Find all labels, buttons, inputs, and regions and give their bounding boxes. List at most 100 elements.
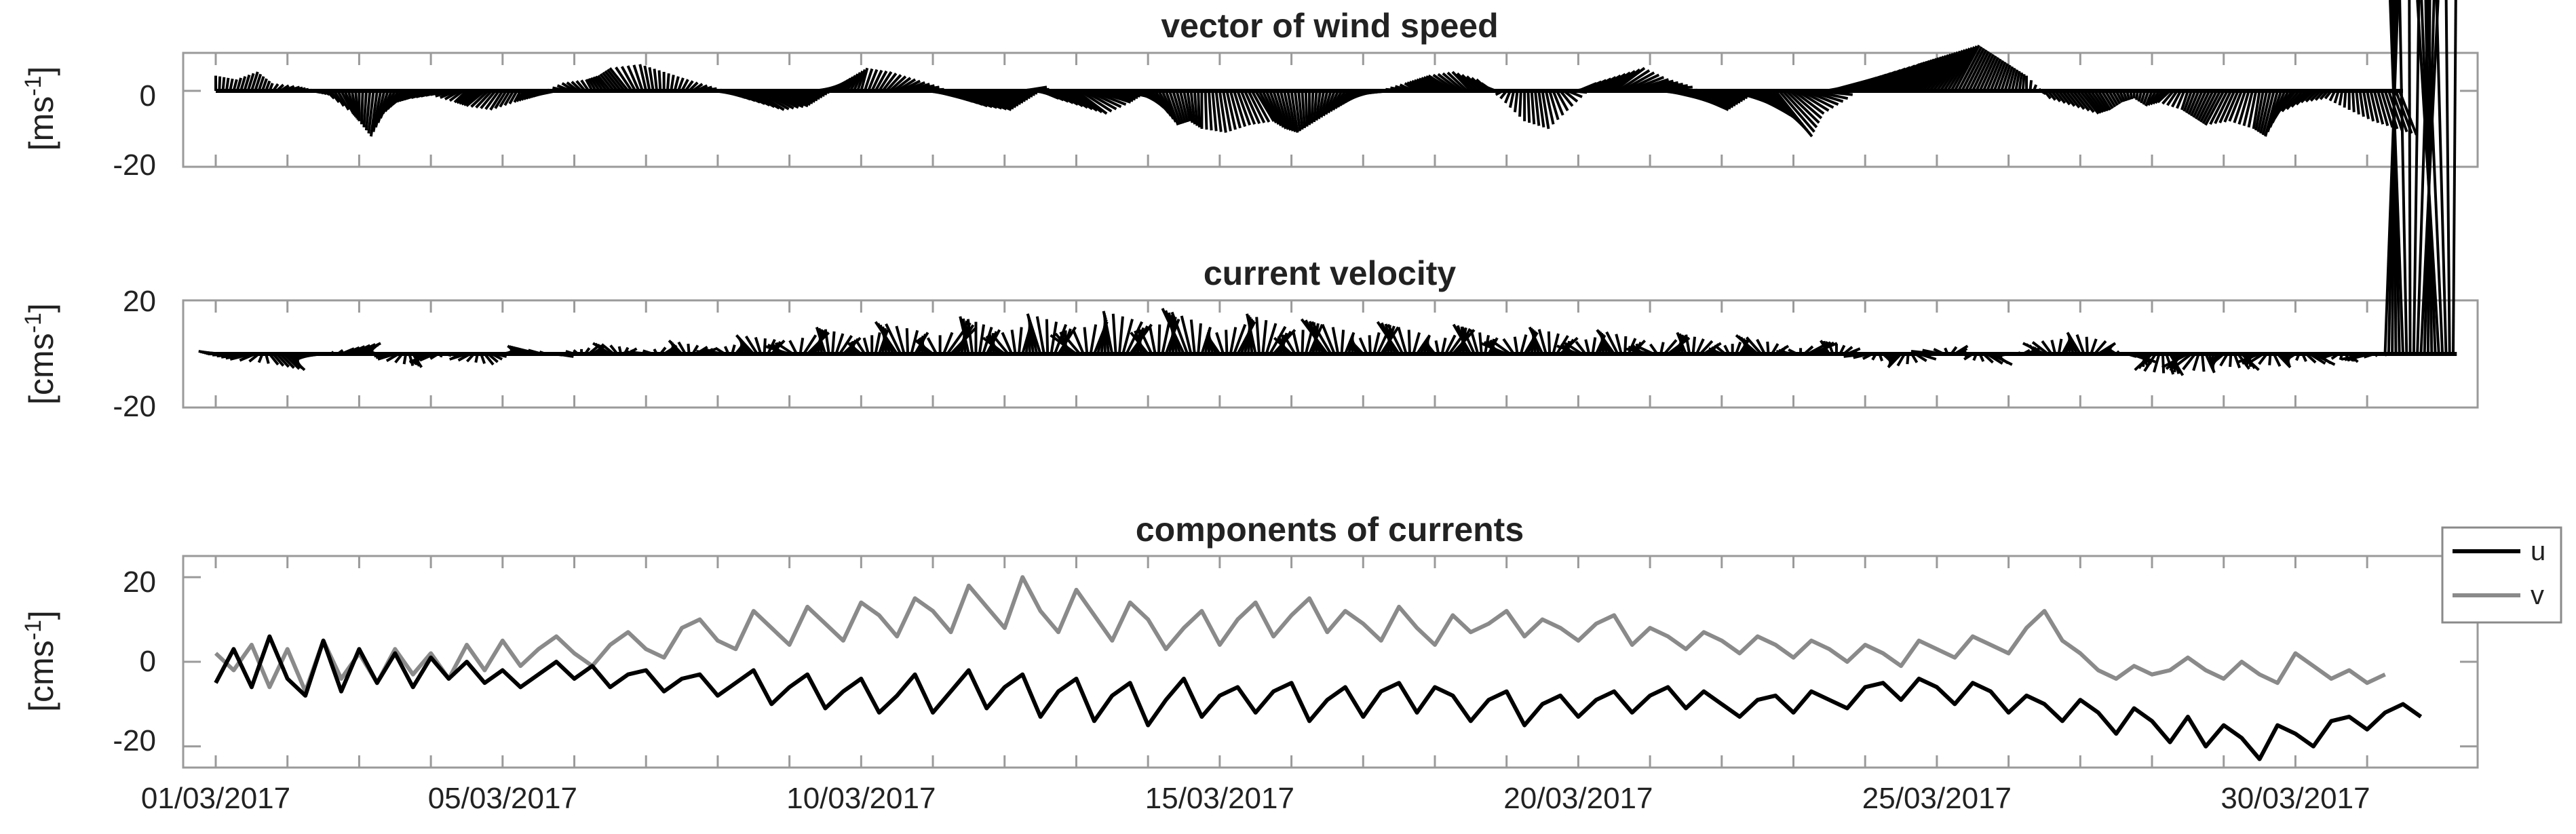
vector-arrow xyxy=(1161,90,1177,123)
vector-arrow xyxy=(1233,90,1247,127)
vector-arrow xyxy=(1434,340,1440,355)
vector-arrow xyxy=(1502,338,1515,355)
vector-arrow xyxy=(1057,90,1083,108)
vector-arrow xyxy=(1060,332,1081,355)
x-tick-label: 15/03/2017 xyxy=(1145,782,1294,815)
vector-arrow xyxy=(2343,90,2347,108)
vector-arrow xyxy=(601,71,619,92)
vector-arrow xyxy=(1774,90,1813,138)
vector-arrow xyxy=(1239,90,1256,125)
vector-arrow xyxy=(1102,311,1114,355)
vector-arrow xyxy=(2134,353,2153,372)
vector-arrow xyxy=(1121,319,1134,355)
vector-arrow xyxy=(2083,90,2102,114)
vector-arrow xyxy=(250,71,259,92)
components-y-axis-label: [cms-1] xyxy=(20,610,60,712)
vector-arrow xyxy=(1072,329,1085,355)
x-tick-label: 20/03/2017 xyxy=(1503,782,1653,815)
wind-axes-frame xyxy=(182,52,2479,168)
vector-arrow xyxy=(1599,73,1626,92)
vector-arrow xyxy=(1469,329,1480,355)
vector-arrow xyxy=(1149,327,1157,355)
vector-arrow xyxy=(1533,90,1541,126)
vector-arrow xyxy=(1172,90,1185,124)
vector-arrow xyxy=(1993,61,2007,92)
vector-arrow xyxy=(632,64,644,92)
vector-arrow xyxy=(975,90,1017,108)
vector-arrow xyxy=(489,90,504,111)
vector-arrow xyxy=(360,90,364,125)
vector-arrow xyxy=(592,76,604,92)
vector-arrow xyxy=(2183,90,2193,112)
vector-arrow xyxy=(653,68,659,92)
vector-arrow xyxy=(1440,337,1447,355)
vector-arrow xyxy=(2143,353,2157,372)
vector-arrow xyxy=(1461,74,1479,92)
vector-arrow xyxy=(1050,334,1077,355)
vector-arrow xyxy=(364,90,372,131)
vector-arrow xyxy=(1513,336,1519,355)
vector-arrow xyxy=(959,316,970,355)
components-panel-title: components of currents xyxy=(1136,511,1524,549)
vector-arrow xyxy=(2079,90,2100,115)
legend-label-v: v xyxy=(2531,580,2544,610)
vector-arrow xyxy=(2153,353,2161,373)
vector-arrow xyxy=(1215,332,1225,355)
wind-speed-panel: vector of wind speed 0 -20 [ms-1] xyxy=(20,7,2479,182)
vector-arrow xyxy=(1595,74,1621,92)
vector-arrow xyxy=(475,90,493,109)
vector-arrow xyxy=(838,335,853,355)
vector-arrow xyxy=(1292,332,1301,355)
vector-arrow xyxy=(1432,73,1457,92)
vector-arrow xyxy=(1175,90,1187,123)
vector-arrow xyxy=(991,334,1010,355)
vector-arrow xyxy=(860,67,869,92)
vector-arrow xyxy=(862,337,870,355)
vector-arrow xyxy=(1967,50,1990,92)
vector-arrow xyxy=(609,67,630,92)
vector-arrow xyxy=(275,353,290,368)
vector-arrow xyxy=(889,75,907,92)
vector-arrow xyxy=(1331,327,1340,355)
vector-arrow xyxy=(1982,56,1999,92)
vector-arrow xyxy=(218,76,222,92)
vector-arrow xyxy=(2425,0,2444,355)
vector-arrow xyxy=(1452,323,1472,355)
vector-arrow xyxy=(2412,0,2421,355)
vector-arrow xyxy=(2090,338,2098,355)
vector-arrow xyxy=(1518,90,1522,117)
vector-arrow xyxy=(1777,90,1815,133)
vector-arrow xyxy=(1322,90,1332,117)
vector-arrow xyxy=(1208,90,1213,131)
vector-arrow xyxy=(1456,72,1476,92)
vector-arrow xyxy=(799,337,805,355)
vector-arrow xyxy=(2290,90,2307,108)
vector-arrow xyxy=(508,90,518,105)
vector-arrow xyxy=(1766,341,1770,355)
vector-arrow xyxy=(2197,90,2214,121)
vector-arrow xyxy=(856,68,866,92)
current-x-ticks xyxy=(214,300,2368,408)
vector-arrow xyxy=(461,90,479,106)
vector-arrow xyxy=(2272,353,2282,368)
vector-arrow xyxy=(2180,90,2189,111)
vector-arrow xyxy=(892,77,912,92)
vector-arrow xyxy=(1204,90,1208,130)
vector-arrow xyxy=(2233,353,2242,369)
vector-arrow xyxy=(2107,90,2119,106)
vector-arrow xyxy=(1785,90,1820,124)
vector-arrow xyxy=(2000,64,2012,92)
vector-arrow xyxy=(1663,339,1678,355)
vector-arrow xyxy=(1623,336,1628,355)
vector-arrow xyxy=(2372,90,2385,125)
vector-arrow xyxy=(1615,334,1623,355)
vector-arrow xyxy=(1327,90,1340,114)
wind-y-tick-label: 0 xyxy=(140,79,156,113)
x-tick-label: 05/03/2017 xyxy=(428,782,577,815)
vector-arrow xyxy=(594,75,608,92)
vector-arrow xyxy=(926,337,938,355)
vector-arrow xyxy=(1161,321,1171,355)
vector-arrow xyxy=(2161,90,2175,105)
vector-arrow xyxy=(1946,46,1976,92)
vector-arrow xyxy=(2187,90,2200,115)
